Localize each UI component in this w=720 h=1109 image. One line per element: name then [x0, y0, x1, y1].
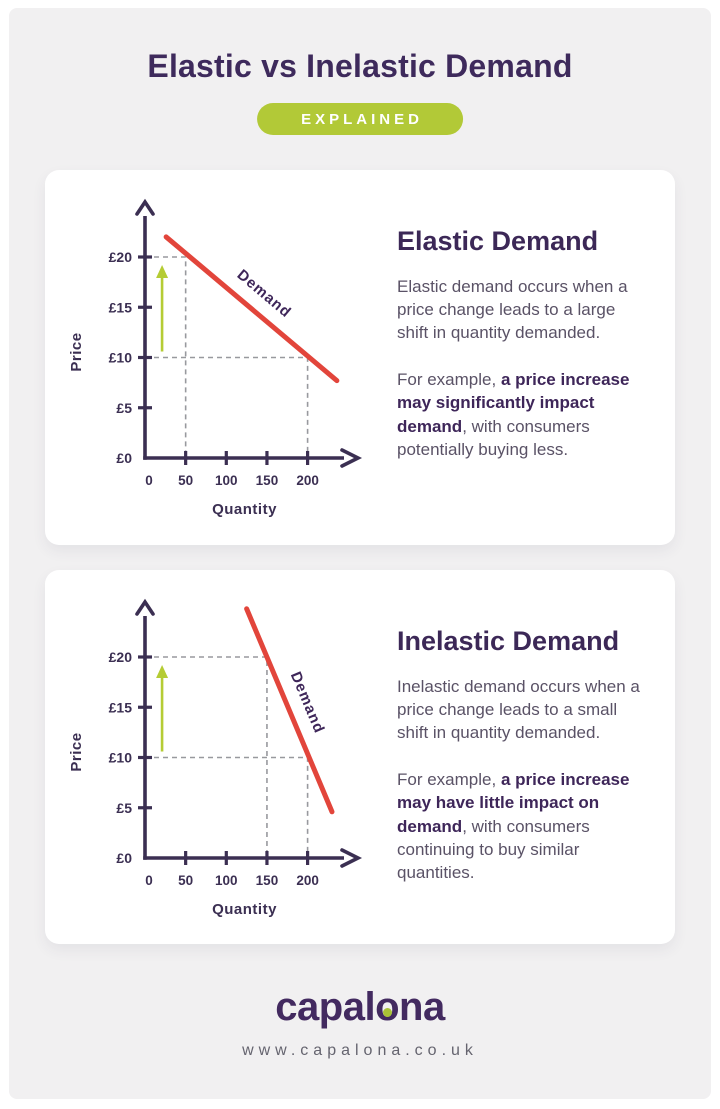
- quantity-axis-arrowhead: [340, 848, 363, 868]
- website-url: www.capalona.co.uk: [242, 1042, 478, 1059]
- price-tick-label: £15: [109, 299, 133, 315]
- price-tick-label: £0: [116, 850, 132, 866]
- price-axis-title: Price: [68, 332, 85, 371]
- demand-curve: [244, 606, 335, 815]
- quantity-tick-label: 50: [178, 873, 193, 888]
- price-tick-label: £15: [109, 699, 133, 715]
- panel-heading: Elastic Demand: [397, 226, 599, 256]
- quantity-tick-label: 0: [145, 473, 153, 488]
- panel-example-paragraph: For example, a price increase may signif…: [397, 370, 630, 459]
- panel-heading: Inelastic Demand: [397, 626, 620, 656]
- elastic-text-column: Elastic Demand Elastic demand occurs whe…: [397, 226, 643, 485]
- logo-o-dot: [382, 1007, 392, 1017]
- panel-intro-paragraph: Elastic demand occurs when a price chang…: [397, 277, 628, 343]
- price-axis-arrowhead: [135, 598, 155, 616]
- quantity-axis-title: Quantity: [212, 901, 277, 918]
- elastic-demand-card: £0 £5 £10 £15 £20 0 50 100 150 200 Quantity Price De…: [45, 170, 675, 545]
- price-tick-label: £10: [109, 350, 133, 366]
- panel-example-paragraph: For example, a price increase may have l…: [397, 770, 630, 882]
- dashed-guide: [145, 256, 187, 458]
- quantity-tick-label: 0: [145, 873, 153, 888]
- price-tick-label: £0: [116, 450, 132, 466]
- quantity-tick-label: 100: [215, 873, 238, 888]
- demand-label: Demand: [234, 266, 295, 321]
- price-tick-label: £20: [109, 649, 133, 665]
- page-title: Elastic vs Inelastic Demand: [147, 48, 573, 84]
- price-tick-label: £5: [116, 800, 132, 816]
- elastic-demand-chart: £0 £5 £10 £15 £20 0 50 100 150 200 Quantity Price De…: [68, 198, 363, 518]
- price-axis-title: Price: [68, 732, 85, 771]
- price-tick-label: £5: [116, 400, 132, 416]
- panel-intro-paragraph: Inelastic demand occurs when a price cha…: [397, 677, 640, 743]
- dashed-guide: [145, 356, 309, 458]
- quantity-tick-label: 200: [296, 873, 319, 888]
- quantity-axis-arrowhead: [340, 448, 363, 468]
- inelastic-demand-card: £0 £5 £10 £15 £20 0 50 100 150 200 Quantity Price De…: [45, 570, 675, 944]
- price-tick-label: £10: [109, 750, 133, 766]
- explained-badge: EXPLAINED: [257, 103, 463, 135]
- demand-label: Demand: [287, 669, 328, 736]
- dashed-guide: [145, 756, 309, 858]
- capalona-logo: capalona: [275, 985, 445, 1029]
- demand-curve: [163, 234, 340, 384]
- inelastic-demand-chart: £0 £5 £10 £15 £20 0 50 100 150 200 Quantity Price De…: [68, 598, 363, 918]
- quantity-tick-label: 150: [256, 473, 279, 488]
- quantity-axis-title: Quantity: [212, 501, 277, 518]
- price-increase-arrowhead: [156, 665, 169, 679]
- price-increase-arrowhead: [156, 265, 169, 279]
- quantity-tick-label: 150: [256, 873, 279, 888]
- price-axis-arrowhead: [135, 198, 155, 216]
- inelastic-text-column: Inelastic Demand Inelastic demand occurs…: [397, 626, 643, 908]
- quantity-tick-label: 100: [215, 473, 238, 488]
- quantity-tick-label: 200: [296, 473, 319, 488]
- quantity-tick-label: 50: [178, 473, 193, 488]
- price-tick-label: £20: [109, 249, 133, 265]
